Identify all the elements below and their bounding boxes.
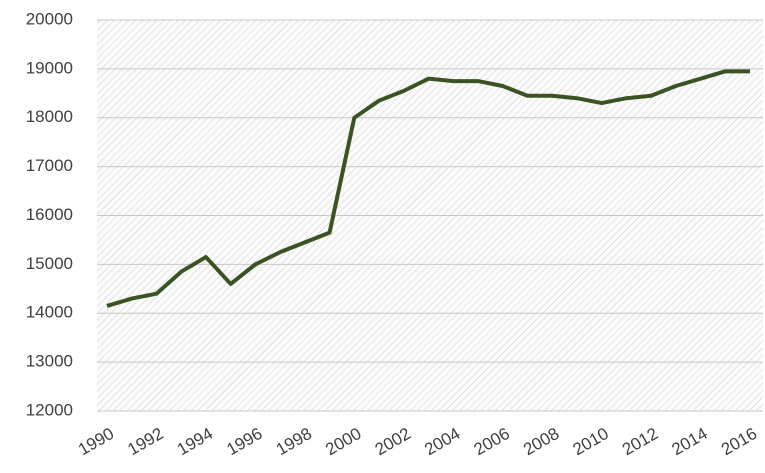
x-tick-label: 2004 bbox=[421, 424, 463, 459]
x-tick-label: 2012 bbox=[619, 424, 661, 459]
y-tick-label: 16000 bbox=[26, 205, 73, 224]
y-tick-label: 17000 bbox=[26, 156, 73, 175]
x-tick-label: 2006 bbox=[471, 424, 513, 459]
y-tick-label: 20000 bbox=[26, 9, 73, 28]
y-tick-label: 19000 bbox=[26, 58, 73, 77]
x-tick-label: 1992 bbox=[124, 424, 166, 459]
x-tick-label: 2000 bbox=[322, 424, 364, 459]
x-tick-label: 1998 bbox=[273, 424, 315, 459]
y-tick-label: 15000 bbox=[26, 254, 73, 273]
data-line bbox=[106, 69, 750, 308]
x-tick-label: 1996 bbox=[223, 424, 265, 459]
x-tick-label: 2002 bbox=[372, 424, 414, 459]
y-tick-label: 13000 bbox=[26, 352, 73, 371]
y-tick-label: 14000 bbox=[26, 303, 73, 322]
x-tick-label: 2014 bbox=[669, 424, 711, 459]
x-tick-label: 1994 bbox=[174, 424, 216, 459]
y-tick-label: 18000 bbox=[26, 107, 73, 126]
x-tick-label: 2016 bbox=[718, 424, 760, 459]
x-tick-label: 1990 bbox=[75, 424, 117, 459]
x-tick-label: 2010 bbox=[570, 424, 612, 459]
y-tick-label: 12000 bbox=[26, 400, 73, 419]
x-tick-label: 2008 bbox=[520, 424, 562, 459]
